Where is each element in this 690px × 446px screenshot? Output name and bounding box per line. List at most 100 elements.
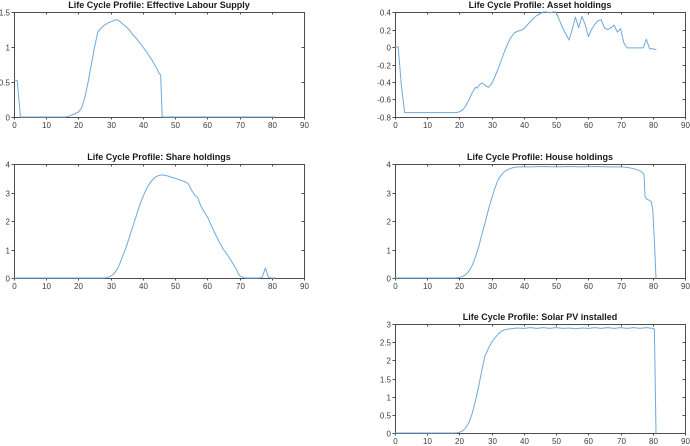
x-tick-label: 80 — [649, 121, 658, 130]
x-tick-label: 50 — [552, 121, 561, 130]
x-tick-label: 30 — [488, 437, 497, 446]
chart-house-holdings: 0 10 20 30 40 50 60 70 80 90 0 1 2 3 4 Life Cycle Profi… — [387, 152, 690, 291]
x-tick-label: 30 — [107, 121, 116, 130]
x-tick-label: 50 — [171, 282, 180, 291]
chart-title: Life Cycle Profile: Share holdings — [87, 152, 231, 162]
y-tick-label: 3 — [6, 189, 11, 198]
y-tick-label: 4 — [387, 160, 392, 169]
data-line — [394, 327, 657, 434]
chart-title: Life Cycle Profile: Effective Labour Sup… — [68, 0, 250, 10]
x-tick-label: 0 — [12, 121, 17, 130]
x-tick-label: 80 — [268, 121, 277, 130]
x-tick-label: 60 — [584, 437, 593, 446]
y-tick-label: 3 — [387, 320, 392, 329]
x-tick-label: 70 — [617, 121, 626, 130]
chart-effective-labour-supply: 0 10 20 30 40 50 60 70 80 90 0 0.5 1 1.5 Life Cycle Pr… — [0, 0, 309, 130]
y-tick-label: 0.5 — [0, 78, 11, 87]
y-tick-label: 4 — [6, 160, 11, 169]
x-tick-label: 30 — [107, 282, 116, 291]
x-tick-label: 40 — [520, 437, 529, 446]
x-tick-label: 10 — [42, 282, 51, 291]
y-tick-label: 1 — [387, 393, 392, 402]
plot-box — [395, 164, 686, 279]
plot-box — [395, 12, 686, 118]
plot-box — [395, 324, 686, 434]
x-tick-label: 90 — [681, 437, 690, 446]
y-tick-label: -0.2 — [377, 61, 391, 70]
plot-box — [14, 164, 305, 279]
y-tick-label: 1 — [6, 246, 11, 255]
y-tick-label: 2 — [387, 356, 392, 365]
x-tick-label: 90 — [300, 121, 309, 130]
x-tick-label: 0 — [393, 437, 398, 446]
x-tick-label: 70 — [617, 437, 626, 446]
data-line — [394, 11, 657, 114]
chart-title: Life Cycle Profile: House holdings — [467, 152, 613, 162]
y-tick-label: 1 — [6, 43, 11, 52]
x-tick-label: 20 — [455, 121, 464, 130]
x-tick-label: 70 — [236, 282, 245, 291]
x-tick-label: 80 — [268, 282, 277, 291]
y-tick-label: -0.8 — [377, 113, 391, 122]
x-tick-label: 30 — [488, 121, 497, 130]
y-tick-label: 2 — [6, 217, 11, 226]
chart-title: Life Cycle Profile: Solar PV installed — [463, 312, 618, 322]
x-tick-label: 60 — [584, 282, 593, 291]
y-tick-label: 1 — [387, 246, 392, 255]
x-tick-label: 40 — [520, 121, 529, 130]
y-tick-label: 1.5 — [0, 8, 11, 17]
x-tick-label: 40 — [139, 282, 148, 291]
y-tick-label: 0 — [387, 429, 392, 438]
x-tick-label: 0 — [393, 121, 398, 130]
x-tick-label: 20 — [74, 282, 83, 291]
y-tick-label: -0.6 — [377, 95, 391, 104]
x-tick-label: 10 — [42, 121, 51, 130]
y-tick-label: 2 — [387, 217, 392, 226]
x-tick-label: 10 — [423, 437, 432, 446]
x-tick-label: 90 — [681, 282, 690, 291]
x-tick-label: 90 — [681, 121, 690, 130]
x-tick-label: 80 — [649, 437, 658, 446]
y-tick-label: 0 — [6, 274, 11, 283]
x-tick-label: 20 — [74, 121, 83, 130]
data-line — [394, 166, 657, 279]
x-tick-label: 20 — [455, 282, 464, 291]
x-tick-label: 50 — [552, 437, 561, 446]
y-tick-label: 3 — [387, 189, 392, 198]
x-tick-label: 60 — [584, 121, 593, 130]
chart-title: Life Cycle Profile: Asset holdings — [469, 0, 612, 10]
x-tick-label: 70 — [236, 121, 245, 130]
x-tick-label: 20 — [455, 437, 464, 446]
x-tick-label: 80 — [649, 282, 658, 291]
x-tick-label: 40 — [520, 282, 529, 291]
plot-box — [14, 12, 305, 118]
data-line — [13, 174, 276, 279]
y-tick-label: 0 — [387, 274, 392, 283]
x-tick-label: 0 — [12, 282, 17, 291]
x-tick-label: 60 — [203, 121, 212, 130]
chart-solar-pv-installed: 0 10 20 30 40 50 60 70 80 90 0 0.5 1 1.5 2 2.5 3 Life Cyc… — [380, 312, 690, 446]
y-tick-label: 0.2 — [380, 26, 392, 35]
x-tick-label: 10 — [423, 282, 432, 291]
chart-asset-holdings: 0 10 20 30 40 50 60 70 80 90 -0.8 -0.6 -0.4 -0.2 0 0.2 0… — [377, 0, 690, 130]
chart-share-holdings: 0 10 20 30 40 50 60 70 80 90 0 1 2 3 4 Life Cycle Profi… — [6, 152, 310, 291]
data-line — [13, 19, 276, 118]
x-tick-label: 40 — [139, 121, 148, 130]
y-tick-label: 0.5 — [380, 411, 392, 420]
x-tick-label: 50 — [552, 282, 561, 291]
y-tick-label: 0 — [387, 43, 392, 52]
x-tick-label: 30 — [488, 282, 497, 291]
y-tick-label: -0.4 — [377, 78, 391, 87]
x-tick-label: 60 — [203, 282, 212, 291]
y-tick-label: 1.5 — [380, 375, 392, 384]
y-tick-label: 2.5 — [380, 338, 392, 347]
x-tick-label: 10 — [423, 121, 432, 130]
x-tick-label: 70 — [617, 282, 626, 291]
x-tick-label: 50 — [171, 121, 180, 130]
y-tick-label: 0 — [6, 113, 11, 122]
x-tick-label: 90 — [300, 282, 309, 291]
y-tick-label: 0.4 — [380, 8, 392, 17]
x-tick-label: 0 — [393, 282, 398, 291]
